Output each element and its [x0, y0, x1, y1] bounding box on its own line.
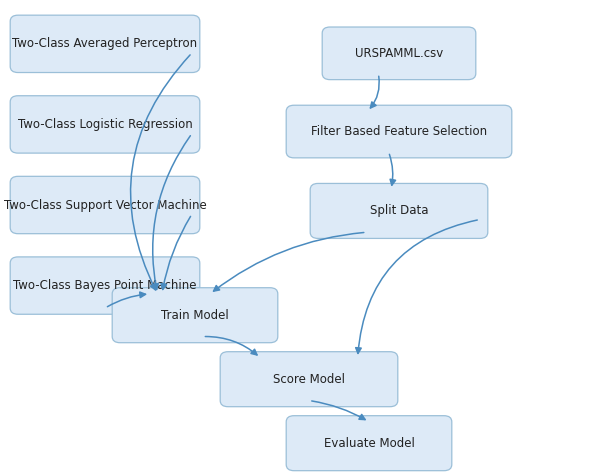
- Text: Two-Class Averaged Perceptron: Two-Class Averaged Perceptron: [13, 37, 197, 50]
- FancyBboxPatch shape: [286, 105, 512, 158]
- FancyBboxPatch shape: [10, 257, 200, 314]
- FancyBboxPatch shape: [10, 15, 200, 73]
- Text: Two-Class Bayes Point Machine: Two-Class Bayes Point Machine: [13, 279, 197, 292]
- Text: URSPAMML.csv: URSPAMML.csv: [355, 47, 443, 60]
- FancyBboxPatch shape: [310, 183, 488, 238]
- Text: Evaluate Model: Evaluate Model: [323, 437, 415, 450]
- FancyBboxPatch shape: [10, 96, 200, 153]
- Text: Split Data: Split Data: [370, 204, 428, 218]
- Text: Two-Class Logistic Regression: Two-Class Logistic Regression: [17, 118, 193, 131]
- FancyBboxPatch shape: [10, 176, 200, 234]
- FancyBboxPatch shape: [112, 288, 278, 343]
- Text: Filter Based Feature Selection: Filter Based Feature Selection: [311, 125, 487, 138]
- Text: Train Model: Train Model: [161, 309, 229, 322]
- Text: Two-Class Support Vector Machine: Two-Class Support Vector Machine: [4, 199, 206, 211]
- FancyBboxPatch shape: [286, 416, 452, 471]
- FancyBboxPatch shape: [220, 352, 398, 407]
- FancyBboxPatch shape: [322, 27, 476, 80]
- Text: Score Model: Score Model: [273, 373, 345, 386]
